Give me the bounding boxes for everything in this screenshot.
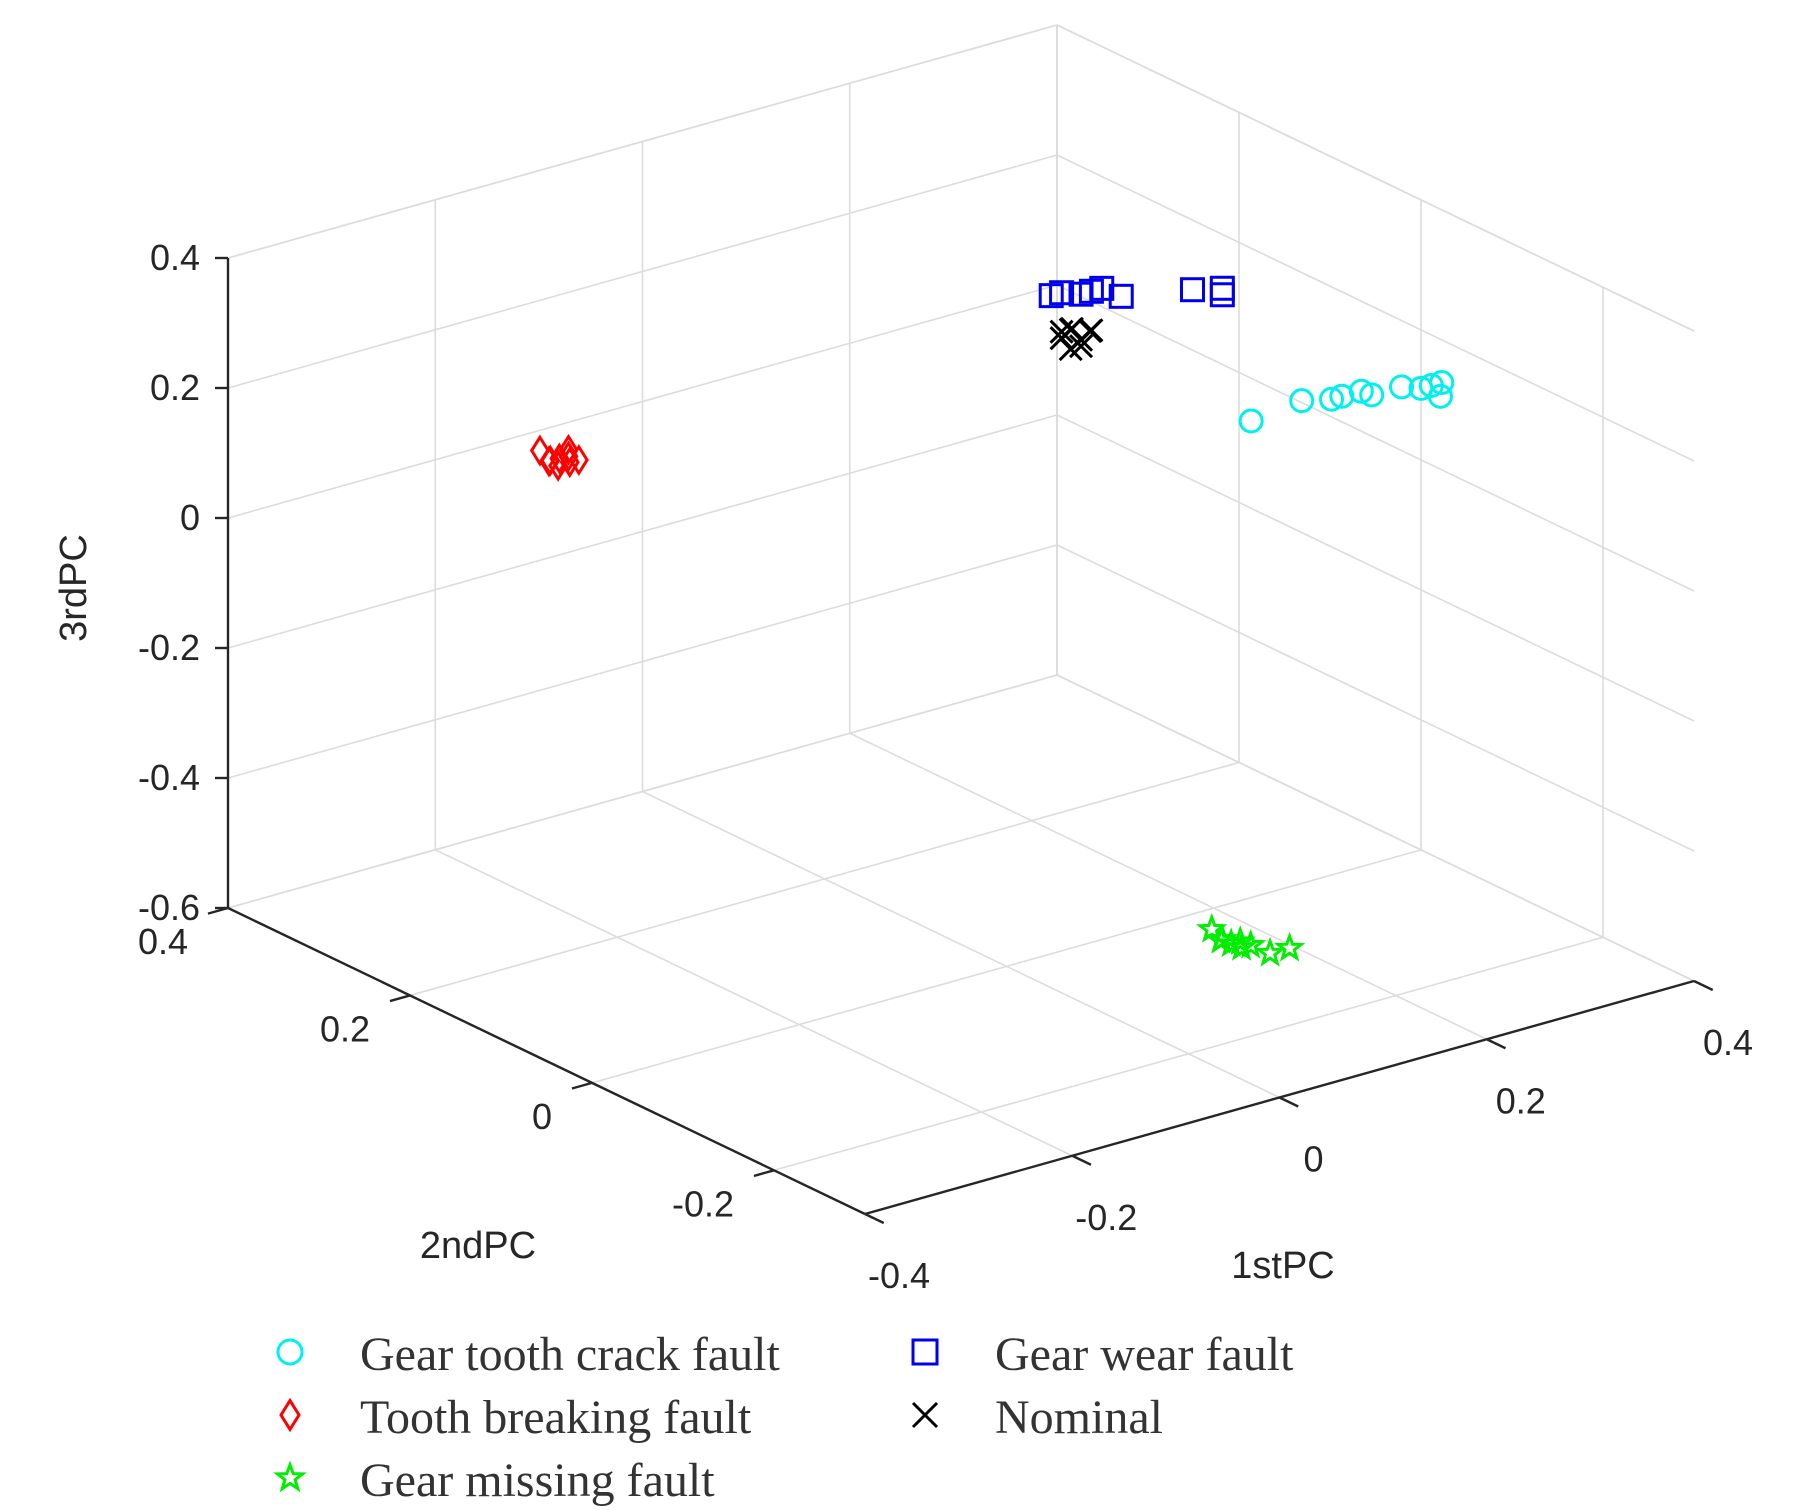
grid-line	[227, 414, 1058, 649]
legend-label: Tooth breaking fault	[360, 1391, 752, 1444]
y-axis-label: 2ndPC	[420, 1225, 536, 1267]
z-tick-label: 0.4	[150, 237, 200, 278]
z-tick-label: 0.2	[150, 367, 200, 408]
grid-line	[227, 674, 1058, 909]
z-tick-label: -0.2	[138, 627, 200, 668]
data-point	[529, 434, 550, 467]
grid-line	[227, 284, 1058, 519]
data-point	[1195, 912, 1228, 943]
y-tick-label: -0.2	[672, 1183, 734, 1224]
data-point	[558, 433, 579, 466]
data-point	[1049, 326, 1074, 351]
grid-line	[1056, 414, 1695, 722]
data-point	[1049, 280, 1075, 306]
legend-marker-star-icon	[273, 1460, 307, 1493]
grid-line	[227, 544, 1058, 779]
legend: Gear tooth crack fault Gear wear fault Too…	[273, 1328, 1294, 1507]
data-point	[1389, 374, 1415, 400]
y-tick	[207, 906, 229, 915]
x-tick	[1486, 1038, 1507, 1050]
grid-line	[1056, 544, 1695, 852]
legend-marker-diamond-icon	[279, 1397, 301, 1433]
series-square	[1038, 275, 1235, 309]
data-point	[1429, 370, 1455, 396]
data-point	[1273, 931, 1306, 962]
data-point	[1319, 386, 1345, 412]
y-tick-label: 0	[532, 1096, 552, 1137]
grid-line	[773, 936, 1604, 1172]
data-point	[1108, 283, 1134, 309]
legend-item: Gear missing fault	[273, 1454, 715, 1507]
legend-label: Gear wear fault	[995, 1328, 1294, 1381]
axis-labels: 1stPC 2ndPC 3rdPC	[53, 534, 1335, 1287]
grid-line	[642, 790, 1280, 1099]
legend-marker-square-icon	[911, 1338, 939, 1366]
grid-line	[409, 761, 1240, 997]
grid-lines	[227, 24, 1695, 1215]
legend-marker-x-icon	[911, 1401, 939, 1429]
data-point	[1180, 277, 1205, 303]
x-tick-label: 0.2	[1496, 1080, 1546, 1121]
series-circle	[1238, 370, 1455, 434]
x-tick	[1071, 1154, 1092, 1166]
y-tick-label: 0.4	[138, 921, 188, 962]
box-edge	[227, 24, 1058, 259]
legend-item: Nominal	[911, 1391, 1163, 1444]
legend-item: Tooth breaking fault	[279, 1391, 752, 1444]
z-axis-label: 3rdPC	[53, 534, 95, 642]
data-point	[1234, 928, 1267, 959]
x-tick-label: 0.4	[1703, 1022, 1753, 1063]
grid-line	[227, 154, 1058, 389]
data-point	[1348, 378, 1374, 404]
x-tick-label: 0	[1303, 1139, 1323, 1180]
data-point	[1209, 275, 1235, 301]
data-point	[1289, 388, 1315, 414]
data-point	[1238, 408, 1264, 434]
legend-label: Gear tooth crack fault	[360, 1328, 780, 1381]
legend-label: Gear missing fault	[360, 1454, 715, 1507]
y-tick	[389, 994, 411, 1003]
data-point	[1254, 936, 1286, 967]
legend-item: Gear tooth crack fault	[276, 1328, 780, 1381]
data-point	[1068, 334, 1094, 359]
data-point	[548, 449, 569, 482]
box-edge	[1056, 24, 1695, 332]
z-tick-label: -0.6	[138, 887, 200, 928]
legend-label: Nominal	[995, 1391, 1163, 1444]
series-star	[1195, 912, 1306, 967]
data-point	[1089, 275, 1115, 301]
z-tick-label: 0	[180, 497, 200, 538]
x-tick-label: -0.2	[1075, 1197, 1137, 1238]
legend-marker-circle-icon	[276, 1338, 304, 1366]
y-tick	[571, 1081, 593, 1090]
y-axis-line	[227, 906, 866, 1216]
y-tick-label: 0.2	[320, 1008, 370, 1049]
data-point	[1209, 282, 1235, 308]
axes	[207, 256, 1714, 1225]
data-point	[1427, 383, 1453, 409]
z-tick-label: -0.4	[138, 757, 200, 798]
x-tick	[1278, 1096, 1299, 1108]
x-tick-label: -0.4	[868, 1255, 930, 1296]
grid-line	[1056, 674, 1695, 982]
tick-labels: -0.6 -0.4 -0.2 0 0.2 0.4 -0.2 0 0.2 0.4 -0.4 -0.2 0 0…	[138, 237, 1753, 1296]
y-tick	[753, 1169, 775, 1178]
grid-line	[1056, 154, 1695, 462]
x-tick	[864, 1212, 885, 1225]
data-points	[529, 275, 1455, 967]
x-tick	[1693, 979, 1714, 992]
grid-line	[1056, 284, 1695, 592]
legend-item: Gear wear fault	[911, 1328, 1294, 1381]
data-point	[1225, 930, 1258, 961]
series-x	[1049, 316, 1104, 362]
grid-line	[591, 849, 1422, 1084]
x-axis-label: 1stPC	[1231, 1245, 1334, 1287]
series-diamond	[529, 433, 589, 482]
grid-line	[849, 732, 1488, 1040]
grid-line	[434, 849, 1073, 1157]
data-point	[1359, 382, 1385, 408]
data-point	[1078, 318, 1103, 344]
